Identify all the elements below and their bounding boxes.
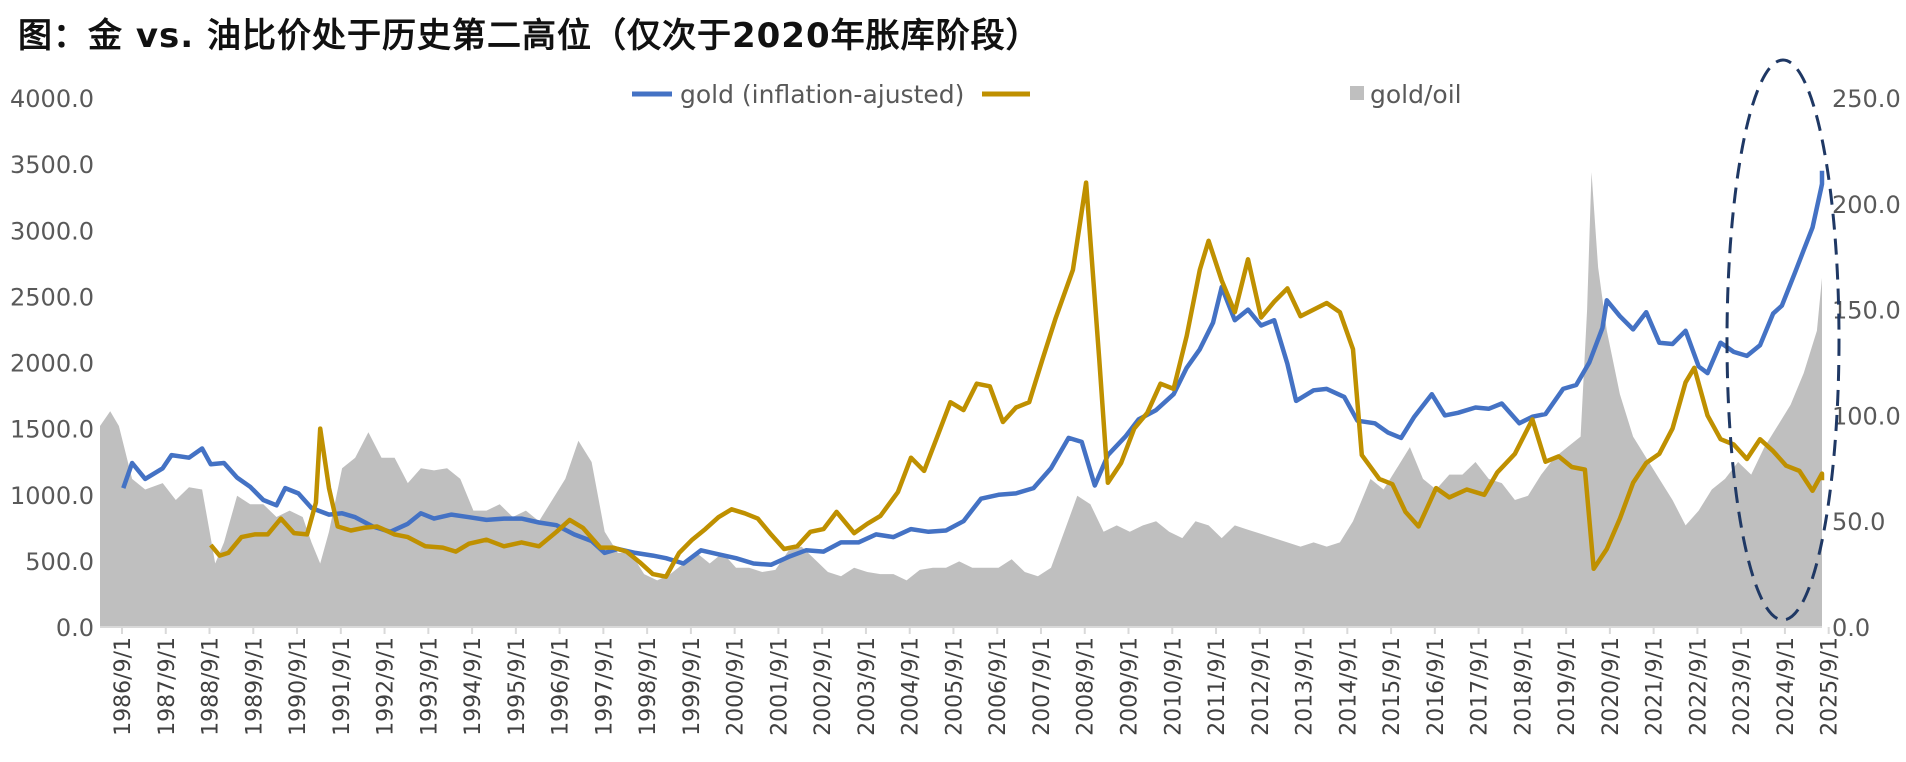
- series-line-oil: [209, 180, 1825, 579]
- x-tick-label: 1987/9/1: [155, 637, 180, 736]
- x-tick-label: 2005/9/1: [942, 637, 967, 736]
- y-left-tick-label: 4000.0: [10, 85, 94, 113]
- x-tick-label: 1990/9/1: [286, 637, 311, 736]
- x-tick-label: 1992/9/1: [374, 637, 399, 736]
- x-tick-label: 1996/9/1: [549, 637, 574, 736]
- x-tick-label: 2016/9/1: [1424, 637, 1449, 736]
- x-tick-label: 2004/9/1: [899, 637, 924, 736]
- tick-layer: 0.0 500.0 1000.0 1500.0 2000.0 2500.0 3000.0 35…: [10, 85, 1901, 736]
- x-tick-label: 2002/9/1: [811, 637, 836, 736]
- y-left-tick-label: 3500.0: [10, 151, 94, 179]
- y-right-tick-label: 250.0: [1832, 85, 1901, 113]
- x-tick-label: 1997/9/1: [592, 637, 617, 736]
- x-tick-label: 2003/9/1: [855, 637, 880, 736]
- y-right-tick-label: 200.0: [1832, 191, 1901, 219]
- page-title: 图：金 vs. 油比价处于历史第二高位（仅次于2020年胀库阶段）: [18, 16, 1041, 56]
- x-tick-label: 2015/9/1: [1380, 637, 1405, 736]
- x-tick-label: 1991/9/1: [330, 637, 355, 736]
- x-tick-label: 2006/9/1: [986, 637, 1011, 736]
- x-tick-label: 1989/9/1: [242, 637, 267, 736]
- x-tick-label: 2023/9/1: [1730, 637, 1755, 736]
- y-right-tick-label: 150.0: [1832, 297, 1901, 325]
- x-tick-label: 2021/9/1: [1643, 637, 1668, 736]
- y-left-tick-label: 500.0: [25, 548, 94, 576]
- x-tick-label: 2000/9/1: [724, 637, 749, 736]
- x-tick-label: 1999/9/1: [680, 637, 705, 736]
- y-right-tick-label: 100.0: [1832, 402, 1901, 430]
- x-tick-label: 1993/9/1: [417, 637, 442, 736]
- x-tick-label: 2013/9/1: [1293, 637, 1318, 736]
- y-left-tick-label: 1000.0: [10, 482, 94, 510]
- series-area-gold-oil: [100, 172, 1822, 627]
- x-tick-label: 2024/9/1: [1774, 637, 1799, 736]
- y-right-tick-label: 50.0: [1832, 508, 1885, 536]
- x-tick-label: 2022/9/1: [1686, 637, 1711, 736]
- x-tick-label: 2018/9/1: [1511, 637, 1536, 736]
- x-tick-label: 2017/9/1: [1468, 637, 1493, 736]
- legend-ratio-label: gold/oil: [1370, 80, 1462, 109]
- x-tick-label: 2008/9/1: [1074, 637, 1099, 736]
- x-tick-label: 1988/9/1: [199, 637, 224, 736]
- y-left-tick-label: 2000.0: [10, 350, 94, 378]
- x-tick-label: 1994/9/1: [461, 637, 486, 736]
- x-tick-label: 1995/9/1: [505, 637, 530, 736]
- x-tick-label: 2019/9/1: [1555, 637, 1580, 736]
- x-tick-label: 2001/9/1: [767, 637, 792, 736]
- x-tick-label: 2014/9/1: [1336, 637, 1361, 736]
- y-left-tick-label: 2500.0: [10, 283, 94, 311]
- y-left-tick-label: 3000.0: [10, 217, 94, 245]
- x-tick-label: 2020/9/1: [1599, 637, 1624, 736]
- x-tick-label: 1986/9/1: [111, 637, 136, 736]
- x-tick-label: 2011/9/1: [1205, 637, 1230, 736]
- highlight-ellipse: [1725, 58, 1841, 622]
- line-layer: [121, 170, 1825, 579]
- x-tick-label: 2009/9/1: [1118, 637, 1143, 736]
- axis-layer: [100, 626, 1830, 634]
- legend-ratio-swatch: [1350, 86, 1364, 100]
- x-tick-label: 2025/9/1: [1818, 637, 1843, 736]
- x-tick-label: 1998/9/1: [636, 637, 661, 736]
- y-right-tick-label: 0.0: [1832, 614, 1870, 642]
- legend: gold (inflation-ajusted) gold/oil: [632, 80, 1462, 109]
- ratio-area-layer: [100, 172, 1822, 627]
- y-left-tick-label: 0.0: [56, 614, 94, 642]
- x-tick-label: 2012/9/1: [1249, 637, 1274, 736]
- x-tick-label: 2007/9/1: [1030, 637, 1055, 736]
- y-left-tick-label: 1500.0: [10, 416, 94, 444]
- x-tick-label: 2010/9/1: [1161, 637, 1186, 736]
- legend-gold-label: gold (inflation-ajusted): [680, 80, 964, 109]
